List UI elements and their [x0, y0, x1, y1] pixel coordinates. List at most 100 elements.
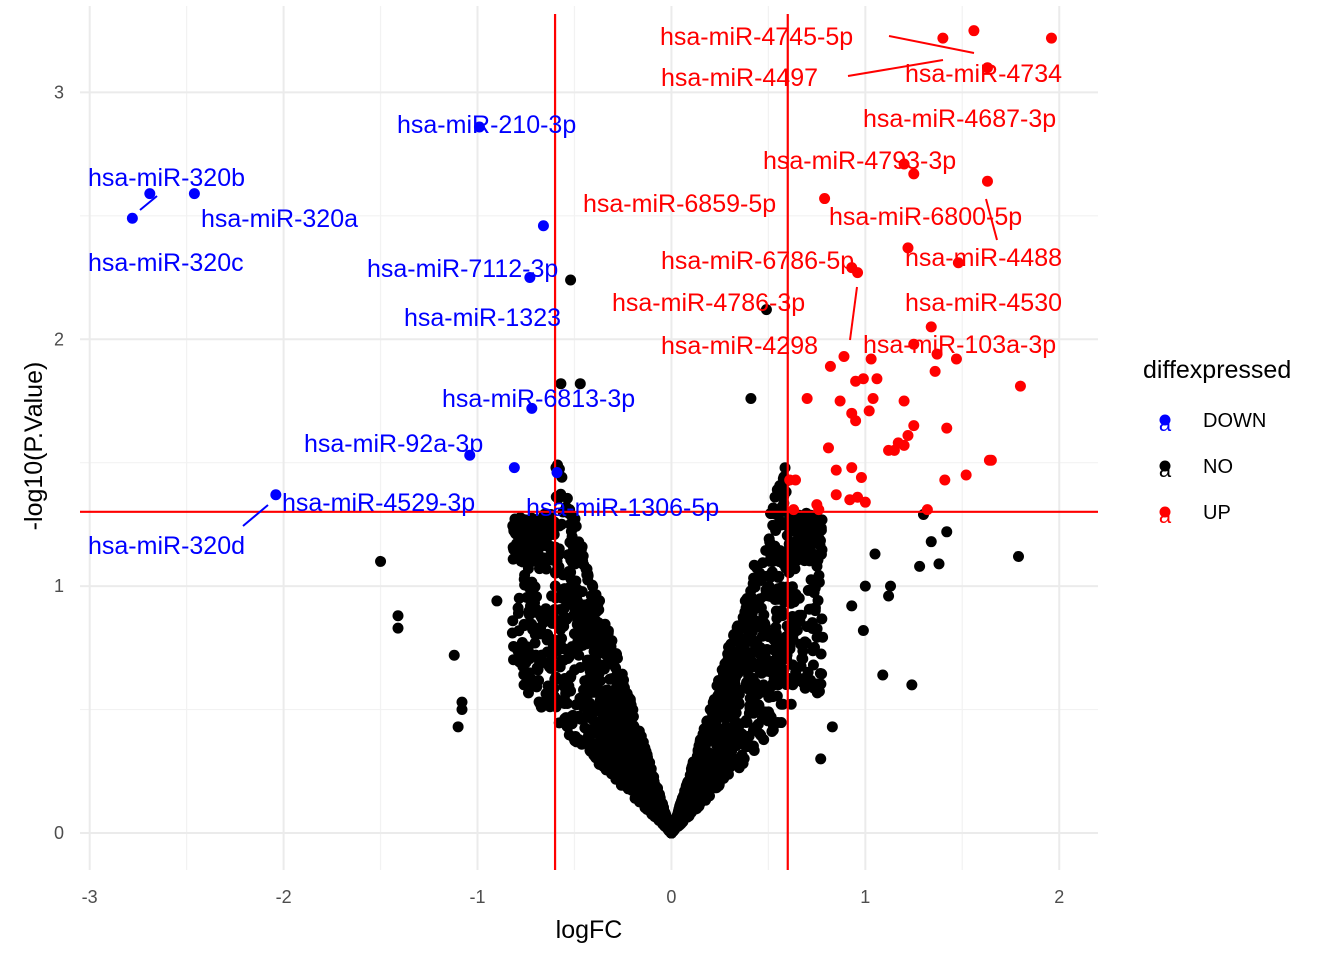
ns-point [719, 712, 731, 724]
ns-point [576, 618, 588, 630]
label-connector [849, 286, 858, 341]
ns-point [719, 767, 731, 779]
up-point [952, 257, 964, 269]
ns-point [554, 623, 566, 635]
ns-point [728, 697, 740, 709]
ns-point [941, 526, 953, 538]
ns-point [587, 591, 599, 603]
ns-point [542, 680, 554, 692]
ns-point [869, 548, 881, 560]
ns-point [747, 707, 759, 719]
ns-point [767, 677, 779, 689]
label-mir-320b: hsa-miR-320b [88, 164, 245, 192]
ns-point [813, 570, 825, 582]
up-point [871, 373, 883, 385]
ns-point [689, 769, 701, 781]
ns-point [760, 589, 772, 601]
up-point [824, 360, 836, 372]
ns-point [767, 667, 779, 679]
ns-point [581, 654, 593, 666]
x-tick-label: -3 [82, 887, 98, 907]
label-connector [985, 198, 998, 241]
label-mir-92a-3p: hsa-miR-92a-3p [304, 430, 483, 458]
up-point [898, 439, 910, 451]
ns-point [529, 606, 541, 618]
ns-point [565, 274, 577, 286]
ns-point [627, 746, 639, 758]
ns-point [771, 690, 783, 702]
up-point [801, 393, 813, 405]
ns-point [507, 520, 519, 532]
ns-point [582, 570, 594, 582]
ns-point [767, 555, 779, 567]
x-axis-title: logFC [556, 916, 623, 944]
ns-point [537, 552, 549, 564]
label-mir-6859-5p: hsa-miR-6859-5p [583, 190, 776, 218]
label-mir-210-3p: hsa-miR-210-3p [397, 111, 576, 139]
up-point [852, 267, 864, 279]
ns-point [767, 655, 779, 667]
ns-point [605, 765, 617, 777]
ns-point [777, 698, 789, 710]
ns-point [525, 544, 537, 556]
ns-point [797, 645, 809, 657]
ns-point [744, 692, 756, 704]
ns-point [753, 681, 765, 693]
ns-point [728, 678, 740, 690]
ns-point [744, 611, 756, 623]
ns-point [529, 637, 541, 649]
ns-point [545, 540, 557, 552]
ns-point [529, 581, 541, 593]
ns-point [526, 674, 538, 686]
grid-major [80, 6, 1098, 870]
ns-point [790, 666, 802, 678]
ns-point [602, 741, 614, 753]
label-connector [242, 504, 269, 527]
legend: diffexpressed a DOWN a NO a UP [1143, 356, 1291, 528]
ns-point [567, 540, 579, 552]
ns-point [533, 696, 545, 708]
ns-point [640, 745, 652, 757]
ns-point [555, 378, 567, 390]
legend-key-point [1159, 460, 1171, 472]
ns-point [579, 722, 591, 734]
ns-point [513, 592, 525, 604]
legend-entry-label: UP [1203, 502, 1231, 524]
ns-point [630, 789, 642, 801]
ns-point [574, 378, 586, 390]
ns-point [799, 636, 811, 648]
point-labels: hsa-miR-320b hsa-miR-320a hsa-miR-320c h… [88, 23, 1062, 560]
ns-point [750, 721, 762, 733]
ns-point [506, 627, 518, 639]
ns-point [805, 674, 817, 686]
ns-point [565, 669, 577, 681]
ns-point [770, 621, 782, 633]
ns-point [540, 528, 552, 540]
ns-point [651, 794, 663, 806]
ns-point [786, 581, 798, 593]
legend-key-point [1159, 506, 1171, 518]
ns-point [589, 604, 601, 616]
ns-point [738, 644, 750, 656]
up-point [898, 158, 910, 170]
legend-key-point [1159, 414, 1171, 426]
label-mir-4497: hsa-miR-4497 [661, 64, 818, 92]
ns-point [713, 780, 725, 792]
ns-point [701, 727, 713, 739]
ns-point [767, 724, 779, 736]
ns-point [647, 805, 659, 817]
up-point [865, 353, 877, 365]
label-mir-4793-3p: hsa-miR-4793-3p [763, 147, 956, 175]
down-point [270, 489, 282, 501]
ns-point [711, 739, 723, 751]
ns-point [640, 798, 652, 810]
ns-point [816, 613, 828, 625]
down-point [464, 449, 476, 461]
ns-point [726, 663, 738, 675]
ns-point [745, 585, 757, 597]
ns-point [567, 642, 579, 654]
ns-point [568, 590, 580, 602]
ns-point [859, 580, 871, 592]
ns-point [579, 608, 591, 620]
up-point [1014, 380, 1026, 392]
